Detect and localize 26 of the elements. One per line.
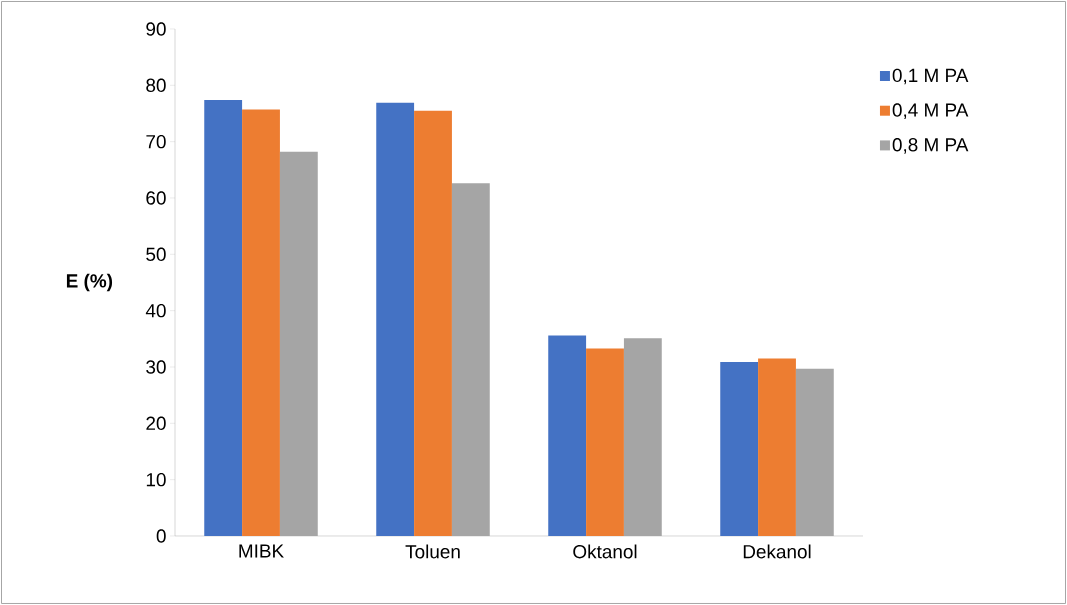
y-tick-label: 40 xyxy=(145,303,166,318)
legend-label: 0,1 M PA xyxy=(892,68,969,85)
bar xyxy=(204,99,243,536)
y-tick-label: 80 xyxy=(146,78,166,93)
y-tick-label: 20 xyxy=(146,416,166,431)
x-tick-label: MIBK xyxy=(239,544,284,558)
bar xyxy=(376,102,415,536)
legend-label: 0,4 M PA xyxy=(892,103,969,119)
x-tick-label: Oktanol xyxy=(573,544,637,559)
x-tick-label: Dekanol xyxy=(743,544,811,559)
y-tick-label: 10 xyxy=(146,472,166,487)
y-tick-label: 60 xyxy=(146,191,166,205)
bar xyxy=(758,358,796,536)
y-axis-title: E (%) xyxy=(66,273,113,292)
y-tick-label: 50 xyxy=(146,247,166,262)
bar xyxy=(586,348,624,536)
bar xyxy=(548,335,587,536)
bar xyxy=(720,361,759,536)
y-tick-label: 30 xyxy=(146,360,166,374)
y-tick-label: 0 xyxy=(156,529,166,543)
y-tick-label: 90 xyxy=(146,22,166,36)
y-tick-label: 70 xyxy=(146,134,166,149)
bar xyxy=(414,110,452,536)
x-tick-label: Toluen xyxy=(405,544,460,559)
legend-label: 0,8 M PA xyxy=(892,138,969,154)
bar xyxy=(242,109,280,536)
